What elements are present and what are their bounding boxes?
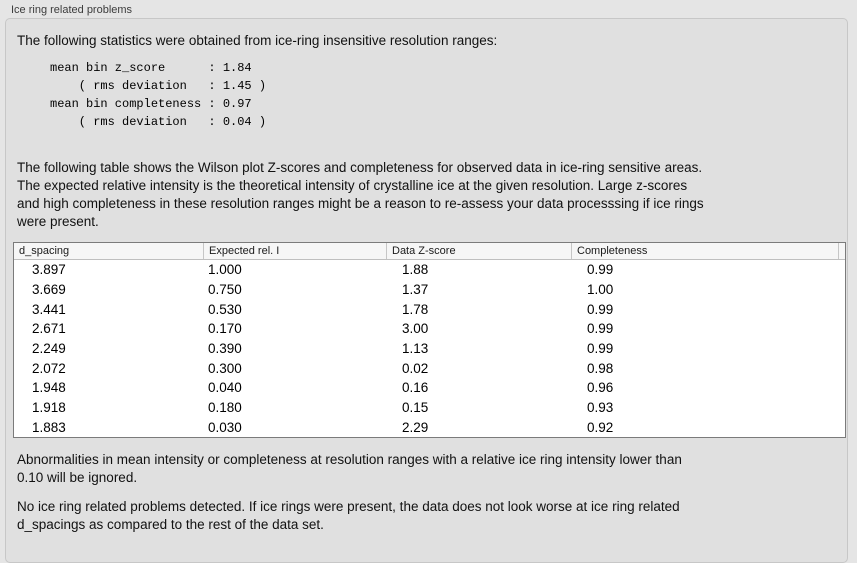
table-cell: 0.99 bbox=[587, 262, 614, 278]
conclusion-text: No ice ring related problems detected. I… bbox=[17, 498, 836, 534]
table-cell: 0.040 bbox=[208, 380, 242, 396]
table-row[interactable]: 3.897 1.000 1.88 0.99 bbox=[14, 260, 845, 280]
table-header: d_spacing Expected rel. I Data Z-score C… bbox=[14, 243, 845, 260]
table-cell: 1.000 bbox=[208, 262, 242, 278]
description-line: were present. bbox=[17, 214, 99, 229]
conclusion-line: No ice ring related problems detected. I… bbox=[17, 499, 680, 514]
table-row[interactable]: 1.948 0.040 0.16 0.96 bbox=[14, 378, 845, 398]
table-cell: 3.441 bbox=[32, 301, 66, 317]
table-cell: 1.13 bbox=[402, 341, 429, 357]
intro-text: The following statistics were obtained f… bbox=[17, 33, 498, 48]
table-cell: 0.99 bbox=[587, 321, 614, 337]
table-cell: 0.02 bbox=[402, 360, 429, 376]
table-cell: 2.29 bbox=[402, 419, 429, 435]
table-cell: 0.530 bbox=[208, 301, 242, 317]
table-row[interactable]: 2.671 0.170 3.00 0.99 bbox=[14, 319, 845, 339]
table-cell: 1.948 bbox=[32, 380, 66, 396]
table-cell: 2.671 bbox=[32, 321, 66, 337]
table-row[interactable]: 1.918 0.180 0.15 0.93 bbox=[14, 398, 845, 418]
column-header-data-z-score[interactable]: Data Z-score bbox=[387, 243, 572, 259]
ignore-note: Abnormalities in mean intensity or compl… bbox=[17, 451, 836, 487]
table-cell: 0.99 bbox=[587, 341, 614, 357]
ignore-note-line: Abnormalities in mean intensity or compl… bbox=[17, 452, 682, 467]
table-cell: 0.030 bbox=[208, 419, 242, 435]
ice-ring-groupbox: The following statistics were obtained f… bbox=[5, 18, 848, 563]
ignore-note-line: 0.10 will be ignored. bbox=[17, 470, 138, 485]
table-row[interactable]: 2.249 0.390 1.13 0.99 bbox=[14, 339, 845, 359]
column-header-filler bbox=[839, 243, 845, 259]
column-header-completeness[interactable]: Completeness bbox=[572, 243, 839, 259]
table-cell: 3.669 bbox=[32, 282, 66, 297]
table-body: 3.897 1.000 1.88 0.99 3.669 0.750 1.37 1.00 3.44… bbox=[14, 260, 845, 437]
column-header-d-spacing[interactable]: d_spacing bbox=[14, 243, 204, 259]
table-cell: 3.897 bbox=[32, 262, 66, 278]
table-description: The following table shows the Wilson plo… bbox=[17, 159, 836, 231]
table-cell: 0.15 bbox=[402, 400, 429, 416]
table-cell: 1.37 bbox=[402, 282, 429, 297]
table-row[interactable]: 3.669 0.750 1.37 1.00 bbox=[14, 280, 845, 300]
table-cell: 0.170 bbox=[208, 321, 242, 337]
table-cell: 2.249 bbox=[32, 341, 66, 357]
groupbox-title: Ice ring related problems bbox=[11, 4, 133, 16]
column-header-expected-rel-i[interactable]: Expected rel. I bbox=[204, 243, 387, 259]
stats-block: mean bin z_score : 1.84 ( rms deviation … bbox=[50, 61, 267, 129]
table-cell: 1.88 bbox=[402, 262, 429, 278]
description-line: The following table shows the Wilson plo… bbox=[17, 160, 703, 175]
table-cell: 0.92 bbox=[587, 419, 614, 435]
table-row[interactable]: 2.072 0.300 0.02 0.98 bbox=[14, 358, 845, 378]
description-line: The expected relative intensity is the t… bbox=[17, 178, 688, 193]
table-cell: 1.78 bbox=[402, 301, 429, 317]
table-cell: 1.883 bbox=[32, 419, 66, 435]
table-cell: 0.300 bbox=[208, 360, 242, 376]
description-line: and high completeness in these resolutio… bbox=[17, 196, 704, 211]
table-cell: 0.16 bbox=[402, 380, 429, 396]
table-row[interactable]: 3.441 0.530 1.78 0.99 bbox=[14, 299, 845, 319]
table-row[interactable]: 1.883 0.030 2.29 0.92 bbox=[14, 417, 845, 437]
ice-ring-table: d_spacing Expected rel. I Data Z-score C… bbox=[13, 242, 846, 438]
table-cell: 0.180 bbox=[208, 400, 242, 416]
table-cell: 0.98 bbox=[587, 360, 614, 376]
table-cell: 0.93 bbox=[587, 400, 614, 416]
table-cell: 0.99 bbox=[587, 301, 614, 317]
table-cell: 3.00 bbox=[402, 321, 429, 337]
table-cell: 1.00 bbox=[587, 282, 614, 297]
table-cell: 0.96 bbox=[587, 380, 614, 396]
table-cell: 0.390 bbox=[208, 341, 242, 357]
table-cell: 1.918 bbox=[32, 400, 66, 416]
table-cell: 0.750 bbox=[208, 282, 242, 297]
table-cell: 2.072 bbox=[32, 360, 66, 376]
conclusion-line: d_spacings as compared to the rest of th… bbox=[17, 517, 324, 532]
